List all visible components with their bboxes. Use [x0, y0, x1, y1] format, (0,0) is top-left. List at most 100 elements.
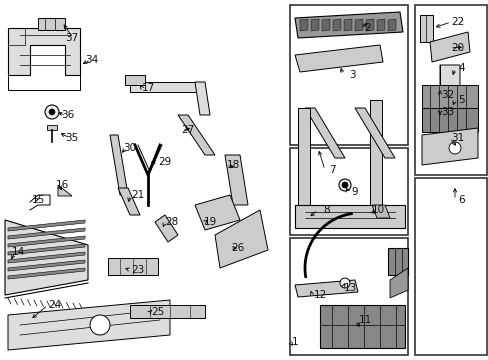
- Bar: [289, 238, 407, 355]
- Polygon shape: [319, 305, 404, 348]
- Text: 18: 18: [226, 160, 239, 170]
- Polygon shape: [155, 215, 178, 242]
- Text: 25: 25: [151, 307, 164, 317]
- Text: 13: 13: [343, 283, 356, 293]
- Polygon shape: [387, 19, 395, 31]
- Polygon shape: [195, 195, 240, 230]
- Text: 34: 34: [85, 55, 99, 65]
- Text: 7: 7: [328, 165, 335, 175]
- Bar: [130, 305, 204, 318]
- Text: 29: 29: [158, 157, 171, 167]
- Text: 1: 1: [291, 337, 298, 347]
- Text: 28: 28: [165, 217, 178, 227]
- Polygon shape: [5, 220, 88, 295]
- Polygon shape: [8, 220, 85, 231]
- Polygon shape: [332, 19, 340, 31]
- Polygon shape: [195, 82, 209, 115]
- Polygon shape: [321, 19, 329, 31]
- Bar: [289, 5, 407, 145]
- Polygon shape: [110, 135, 128, 195]
- Ellipse shape: [448, 142, 460, 154]
- Text: 37: 37: [65, 33, 79, 43]
- Polygon shape: [389, 268, 407, 298]
- Text: 22: 22: [450, 17, 464, 27]
- Text: 19: 19: [203, 217, 216, 227]
- Polygon shape: [294, 205, 404, 228]
- Bar: [38, 18, 65, 30]
- Polygon shape: [365, 19, 373, 31]
- Polygon shape: [215, 210, 267, 268]
- Text: 24: 24: [48, 300, 61, 310]
- Polygon shape: [354, 108, 394, 158]
- Text: 27: 27: [181, 125, 194, 135]
- Bar: [414, 178, 486, 355]
- Polygon shape: [376, 19, 384, 31]
- Bar: [387, 248, 407, 275]
- Text: 23: 23: [131, 265, 144, 275]
- Text: 14: 14: [11, 247, 24, 257]
- Text: 21: 21: [131, 190, 144, 200]
- Text: 2: 2: [364, 23, 370, 33]
- Polygon shape: [294, 280, 357, 297]
- Text: 8: 8: [323, 205, 329, 215]
- Text: 10: 10: [371, 205, 384, 215]
- Polygon shape: [8, 300, 170, 350]
- Text: 15: 15: [31, 195, 44, 205]
- Bar: [414, 5, 486, 175]
- Polygon shape: [343, 19, 351, 31]
- Polygon shape: [310, 19, 318, 31]
- Text: 3: 3: [348, 70, 355, 80]
- Polygon shape: [125, 75, 145, 85]
- Polygon shape: [8, 268, 85, 279]
- Polygon shape: [118, 188, 140, 215]
- Text: 16: 16: [55, 180, 68, 190]
- Text: 33: 33: [441, 107, 454, 117]
- Polygon shape: [354, 19, 362, 31]
- Bar: [421, 108, 477, 132]
- Text: 35: 35: [65, 133, 79, 143]
- Polygon shape: [8, 228, 85, 239]
- Polygon shape: [294, 45, 382, 72]
- Polygon shape: [8, 252, 85, 263]
- Bar: [419, 15, 432, 42]
- Text: 4: 4: [458, 63, 465, 73]
- Polygon shape: [8, 244, 85, 255]
- Ellipse shape: [45, 105, 59, 119]
- Polygon shape: [369, 100, 381, 228]
- Bar: [421, 85, 477, 108]
- Text: 9: 9: [351, 187, 358, 197]
- Ellipse shape: [90, 315, 110, 335]
- Polygon shape: [439, 65, 459, 140]
- Polygon shape: [178, 115, 215, 155]
- Polygon shape: [294, 12, 402, 38]
- Polygon shape: [429, 32, 469, 62]
- Text: 31: 31: [450, 133, 464, 143]
- Polygon shape: [8, 260, 85, 271]
- Polygon shape: [224, 155, 247, 205]
- Text: 36: 36: [61, 110, 75, 120]
- Ellipse shape: [339, 278, 349, 288]
- Polygon shape: [421, 128, 477, 165]
- Text: 12: 12: [313, 290, 326, 300]
- Polygon shape: [299, 19, 307, 31]
- Polygon shape: [130, 82, 200, 92]
- Ellipse shape: [341, 182, 347, 188]
- Bar: [108, 258, 158, 275]
- Text: 17: 17: [141, 83, 154, 93]
- Polygon shape: [429, 95, 459, 120]
- Text: 20: 20: [450, 43, 464, 53]
- Text: 5: 5: [458, 95, 465, 105]
- Ellipse shape: [338, 179, 350, 191]
- Text: 26: 26: [231, 243, 244, 253]
- Text: 11: 11: [358, 315, 371, 325]
- Polygon shape: [371, 205, 389, 218]
- Ellipse shape: [49, 109, 55, 115]
- Bar: [47, 125, 57, 130]
- Text: 32: 32: [441, 90, 454, 100]
- Text: 6: 6: [458, 195, 465, 205]
- Polygon shape: [297, 108, 309, 228]
- Polygon shape: [58, 185, 72, 196]
- Bar: [289, 148, 407, 235]
- Polygon shape: [8, 236, 85, 247]
- Text: 30: 30: [123, 143, 136, 153]
